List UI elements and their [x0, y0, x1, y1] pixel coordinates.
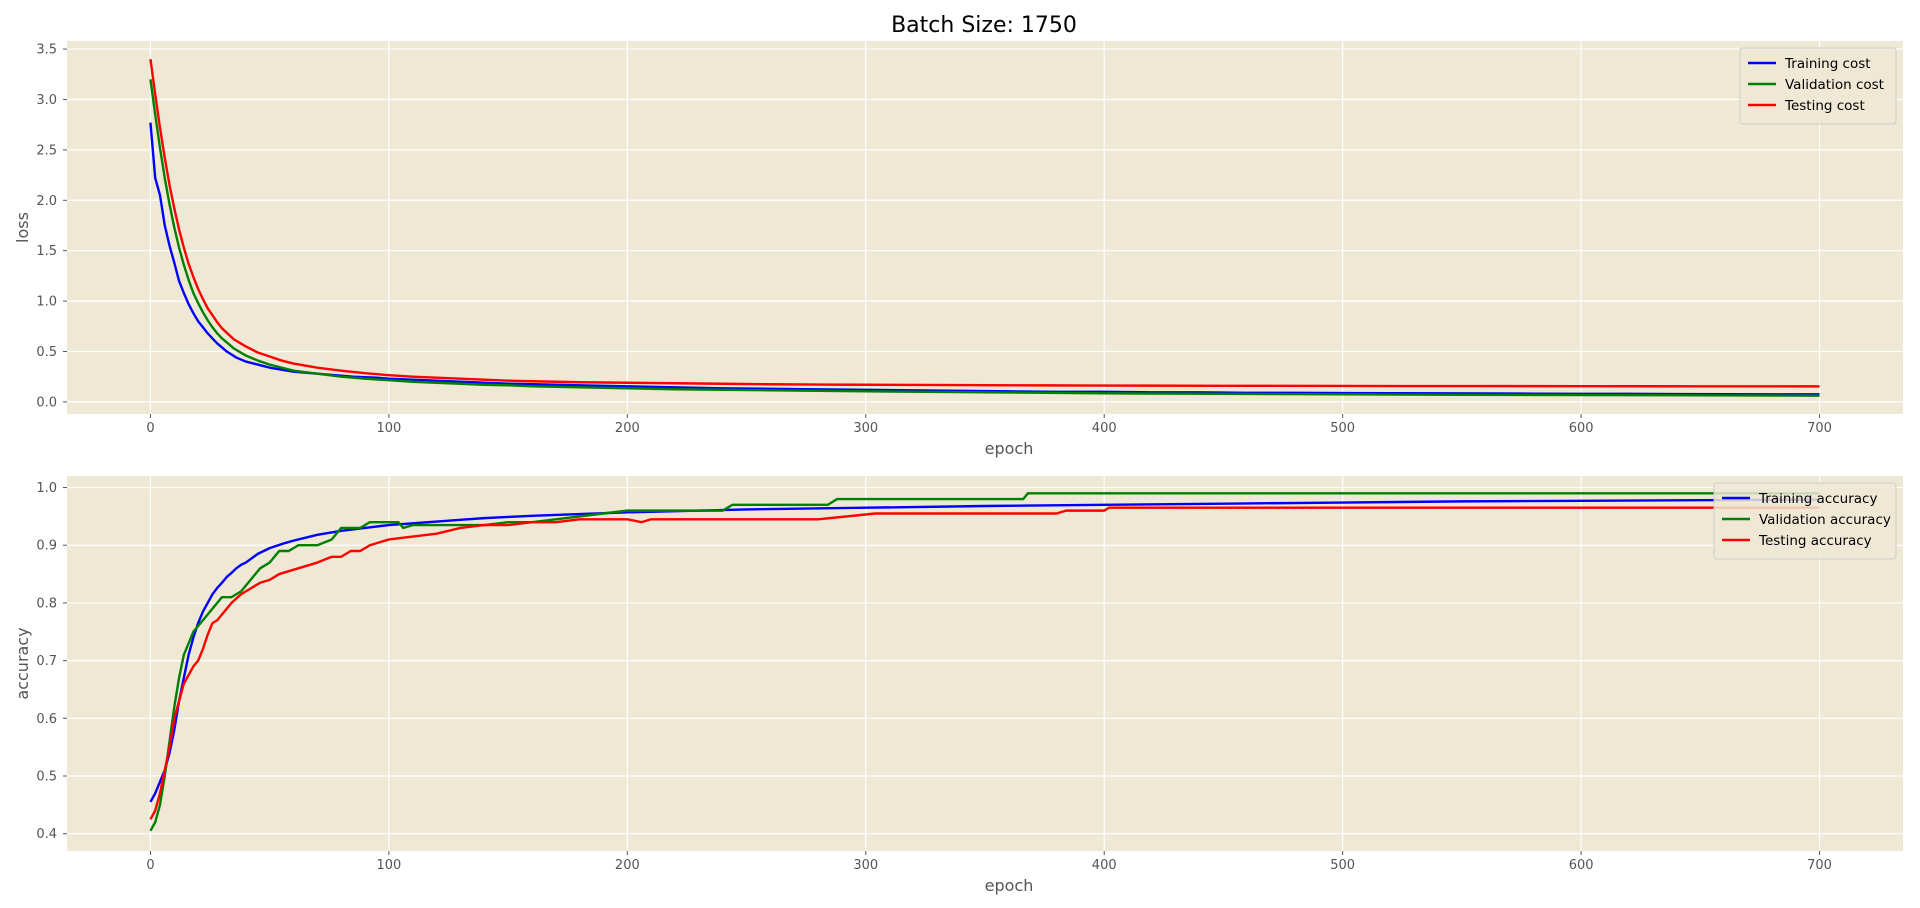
accuracy-ytick-label: 0.4 [36, 827, 57, 842]
accuracy-series-line-validation-accuracy [149, 492, 1820, 832]
accuracy-yaxis-label: accuracy [13, 627, 32, 699]
accuracy-legend: Training accuracy Validation accuracy Test… [1713, 482, 1897, 560]
loss-chart: 0 100 200 300 400 500 600 700 0.0 0.5 1.0 1.5 2.0 2.5… [13, 41, 1903, 458]
accuracy-xtick-label: 400 [1092, 858, 1117, 873]
loss-xtick-label: 700 [1807, 421, 1832, 436]
accuracy-ytick-label: 1.0 [36, 481, 57, 496]
accuracy-xtick-label: 0 [146, 858, 154, 873]
loss-yaxis-label: loss [13, 212, 32, 243]
accuracy-plot-area [67, 476, 1903, 851]
loss-ytick-label: 0.5 [36, 345, 57, 360]
accuracy-series-line-training-accuracy [149, 498, 1820, 803]
accuracy-xtick-label: 700 [1807, 858, 1832, 873]
accuracy-xtick-label: 200 [615, 858, 640, 873]
accuracy-legend-box [1713, 482, 1897, 560]
accuracy-ytick-label: 0.6 [36, 712, 57, 727]
accuracy-xtick-label: 300 [853, 858, 878, 873]
accuracy-chart: 0 100 200 300 400 500 600 700 0.4 0.5 0.6 0.7 0.8 0.9… [13, 476, 1903, 895]
accuracy-xtick-label: 500 [1330, 858, 1355, 873]
loss-ytick-label: 1.0 [36, 295, 57, 310]
loss-ytick-label: 2.5 [36, 143, 57, 158]
accuracy-series-line-testing-accuracy [149, 506, 1820, 820]
loss-xtick-label: 100 [376, 421, 401, 436]
accuracy-xaxis-label: epoch [985, 876, 1034, 895]
loss-xtick-label: 0 [146, 421, 154, 436]
loss-xtick-label: 200 [615, 421, 640, 436]
accuracy-xtick-label: 600 [1569, 858, 1594, 873]
loss-series-line-testing-cost [149, 58, 1820, 388]
loss-ytick-label: 3.5 [36, 43, 57, 58]
loss-xtick-label: 400 [1092, 421, 1117, 436]
accuracy-ytick-label: 0.7 [36, 654, 57, 669]
loss-legend-label: Testing cost [1784, 98, 1865, 114]
loss-legend: Training cost Validation cost Testing cost [1739, 47, 1897, 125]
loss-plot-area [67, 41, 1903, 414]
accuracy-legend-label: Testing accuracy [1758, 533, 1872, 549]
loss-ytick-label: 3.0 [36, 93, 57, 108]
loss-ytick-label: 2.0 [36, 194, 57, 209]
loss-legend-label: Validation cost [1785, 77, 1884, 93]
loss-legend-box [1739, 47, 1897, 125]
accuracy-legend-label: Training accuracy [1758, 491, 1877, 507]
accuracy-ytick-label: 0.5 [36, 770, 57, 785]
loss-xaxis-label: epoch [985, 439, 1034, 458]
loss-series-line-training-cost [149, 122, 1820, 396]
accuracy-ytick-label: 0.8 [36, 596, 57, 611]
loss-xtick-label: 500 [1330, 421, 1355, 436]
figure-title: Batch Size: 1750 [891, 13, 1077, 38]
accuracy-ytick-label: 0.9 [36, 539, 57, 554]
accuracy-xtick-label: 100 [376, 858, 401, 873]
accuracy-legend-label: Validation accuracy [1759, 512, 1891, 528]
loss-legend-label: Training cost [1784, 56, 1871, 72]
loss-xtick-label: 300 [853, 421, 878, 436]
loss-ytick-label: 0.0 [36, 395, 57, 410]
loss-xtick-label: 600 [1569, 421, 1594, 436]
loss-series-line-validation-cost [149, 79, 1820, 397]
loss-ytick-label: 1.5 [36, 244, 57, 259]
